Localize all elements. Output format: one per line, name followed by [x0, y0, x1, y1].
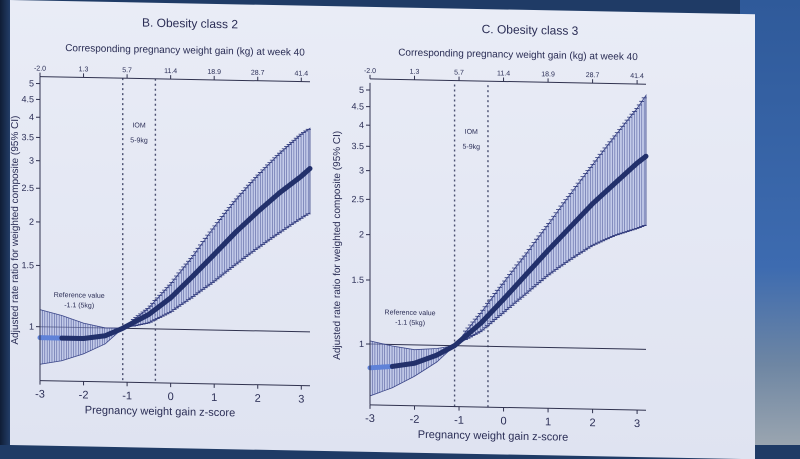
x2-tick-label: 18.9: [207, 69, 221, 76]
x2-tick-label: 28.7: [251, 70, 265, 77]
x-axis-title: Pregnancy weight gain z-score: [418, 429, 568, 444]
panel-title: C. Obesity class 3: [482, 22, 579, 38]
x-tick-label: 3: [634, 418, 640, 430]
y-tick-label: 4: [359, 120, 364, 130]
x2-tick-label: 18.9: [541, 71, 555, 78]
x-tick-label: 0: [500, 415, 506, 427]
x2-tick-label: 1.3: [79, 66, 89, 73]
y-tick-label: 5: [29, 78, 34, 88]
y-tick-label: 2.5: [21, 183, 34, 193]
x-tick-label: -2: [410, 414, 420, 426]
y-tick-label: 1: [29, 321, 34, 331]
projected-slide: B. Obesity class 2 Corresponding pregnanc…: [10, 0, 755, 459]
top-axis: [370, 79, 646, 84]
reference-line: [370, 344, 646, 349]
panel-obesity-class-2: B. Obesity class 2 Corresponding pregnanc…: [10, 13, 311, 421]
y-tick-label: 1: [359, 339, 364, 349]
reference-value-detail: -1.1 (5kg): [395, 320, 425, 328]
x2-tick-label: 41.4: [630, 73, 644, 80]
x2-tick-label: 1.3: [410, 69, 420, 76]
x-tick-label: 3: [298, 394, 304, 406]
y-tick-label: 3.5: [351, 141, 364, 151]
top-axis: [40, 77, 310, 82]
y-tick-label: 3.5: [21, 132, 34, 142]
iom-label: IOM: [465, 129, 478, 136]
panel-obesity-class-3: C. Obesity class 3 Corresponding pregnanc…: [332, 19, 647, 445]
iom-range-label: 5-9kg: [463, 144, 481, 151]
x-axis: [370, 405, 646, 410]
x2-tick-label: 28.7: [586, 72, 600, 79]
y-tick-label: 5: [359, 85, 364, 95]
y-tick-label: 4.5: [21, 94, 34, 104]
x2-tick-label: 11.4: [497, 70, 510, 77]
x-tick-label: -2: [79, 389, 89, 401]
estimate-line-extrapolated: [370, 366, 392, 368]
y-tick-label: 2: [359, 229, 364, 239]
x-tick-label: 1: [211, 392, 217, 404]
reference-value-detail: -1.1 (5kg): [64, 302, 94, 310]
y-tick-label: 4.5: [351, 101, 364, 111]
x2-tick-label: 11.4: [164, 68, 177, 75]
x-tick-label: -3: [365, 413, 375, 425]
top-axis-title: Corresponding pregnancy weight gain (kg)…: [65, 43, 305, 59]
reference-value-label: Reference value: [54, 292, 105, 300]
x-tick-label: -1: [122, 390, 132, 402]
top-axis-title: Corresponding pregnancy weight gain (kg)…: [398, 47, 638, 63]
slide-charts: B. Obesity class 2 Corresponding pregnanc…: [10, 0, 755, 459]
x-tick-label: 2: [590, 417, 596, 429]
x-tick-label: 1: [545, 416, 551, 428]
y-tick-label: 4: [29, 112, 34, 122]
y-tick-label: 3: [359, 165, 364, 175]
y-tick-label: 3: [29, 156, 34, 166]
iom-range-label: 5-9kg: [130, 137, 148, 144]
x-axis: [40, 381, 310, 386]
y-axis-title: Adjusted rate ratio for weighted composi…: [332, 131, 343, 360]
x-axis-title: Pregnancy weight gain z-score: [85, 404, 235, 419]
x2-tick-label: -2.0: [34, 65, 46, 72]
x-tick-label: -1: [454, 415, 464, 427]
x2-tick-label: 5.7: [454, 70, 464, 77]
x-tick-label: 2: [255, 393, 261, 405]
x-tick-label: 0: [168, 391, 174, 403]
reference-value-label: Reference value: [385, 309, 436, 317]
x2-tick-label: -2.0: [364, 68, 376, 75]
y-tick-label: 2: [29, 217, 34, 227]
x2-tick-label: 5.7: [122, 67, 132, 74]
y-tick-label: 1.5: [21, 260, 34, 270]
y-tick-label: 1.5: [351, 275, 364, 285]
x-tick-label: -3: [35, 388, 45, 400]
panel-title: B. Obesity class 2: [142, 16, 238, 32]
x2-tick-label: 41.4: [294, 70, 308, 77]
y-axis-title: Adjusted rate ratio for weighted composi…: [10, 116, 21, 345]
y-tick-label: 2.5: [351, 194, 364, 204]
iom-label: IOM: [132, 122, 145, 129]
